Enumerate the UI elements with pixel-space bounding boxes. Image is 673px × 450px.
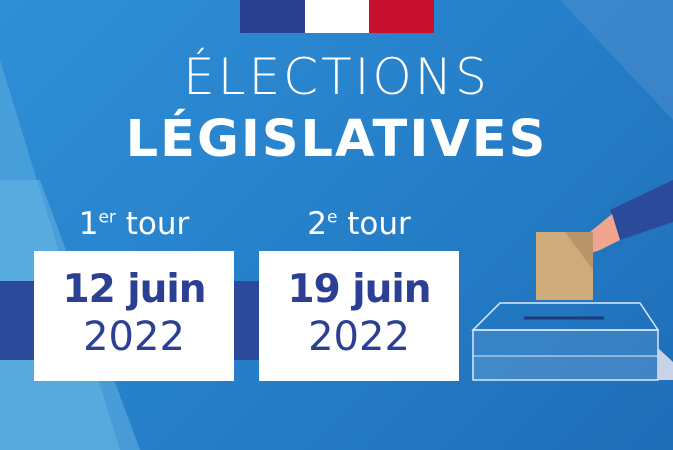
second-round-date-card: 19 juin 2022 xyxy=(259,251,459,381)
first-round-label: 1er tour xyxy=(78,206,190,242)
title-elections: ÉLECTIONS xyxy=(183,48,490,106)
second-round-label: 2e tour xyxy=(307,206,411,242)
french-flag xyxy=(240,0,435,33)
arm-sleeve xyxy=(610,180,673,240)
first-round-date-card: 12 juin 2022 xyxy=(34,251,234,381)
title-legislatives: LÉGISLATIVES xyxy=(125,110,548,169)
second-round-year: 2022 xyxy=(308,314,410,360)
second-round-day: 19 juin xyxy=(287,267,431,312)
first-round-year: 2022 xyxy=(83,314,185,360)
ballot-box xyxy=(472,329,659,381)
first-round-day: 12 juin xyxy=(62,267,206,312)
